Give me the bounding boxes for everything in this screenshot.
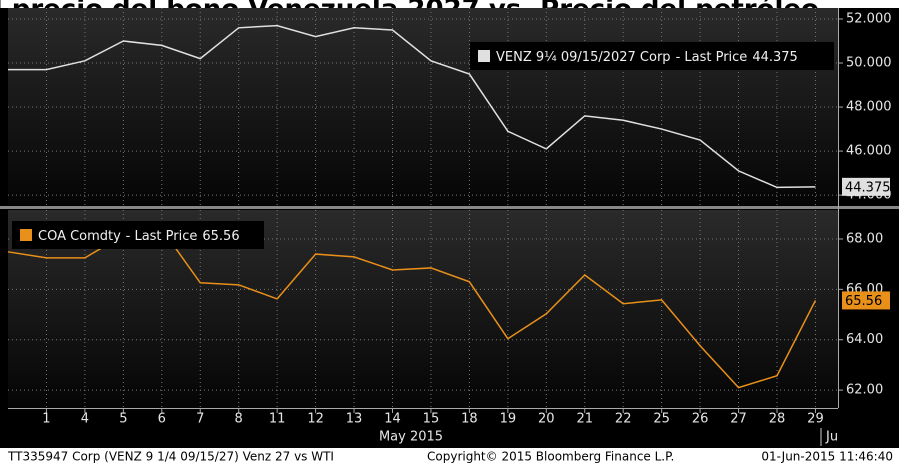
x-tick-label: 29 <box>807 412 824 427</box>
footer-bar <box>0 448 899 466</box>
y-tick-label: 50.000 <box>846 56 892 71</box>
y-tick-label: 64.00 <box>846 332 883 347</box>
x-tick-label: 26 <box>692 412 709 427</box>
series-line <box>8 24 816 189</box>
last-value-tag <box>842 177 890 196</box>
x-tick-label: 5 <box>119 412 127 427</box>
legend-text: COA Comdty - Last Price 65.56 <box>38 229 240 244</box>
y-tick-label: 48.000 <box>846 100 892 115</box>
footer-center: Copyright© 2015 Bloomberg Finance L.P. <box>427 450 674 464</box>
x-tick-label: 15 <box>423 412 440 427</box>
month-label: Ju <box>825 430 838 445</box>
x-tick-label: 6 <box>158 412 166 427</box>
x-tick-label: 22 <box>615 412 632 427</box>
last-value-label: 44.375 <box>845 180 891 195</box>
x-tick-label: 20 <box>538 412 555 427</box>
y-tick-label: 46.000 <box>846 144 892 159</box>
footer-left: TT335947 Corp (VENZ 9 1/4 09/15/27) Venz… <box>7 450 334 464</box>
y-tick-label: 62.00 <box>846 383 883 398</box>
x-tick-label: 11 <box>269 412 286 427</box>
legend-box <box>12 221 264 249</box>
last-value-tag <box>842 291 890 310</box>
x-tick-label: 14 <box>384 412 401 427</box>
month-label: May 2015 <box>379 430 443 445</box>
panel-top <box>8 8 838 205</box>
x-tick-label: 18 <box>461 412 478 427</box>
y-tick-label: 68.00 <box>846 231 883 246</box>
x-tick-label: 4 <box>81 412 89 427</box>
x-tick-label: 7 <box>196 412 204 427</box>
legend-part: COA Comdty <box>38 229 121 244</box>
x-tick-label: 27 <box>730 412 747 427</box>
legend-part: 65.56 <box>202 229 239 244</box>
legend-part: - Last Price <box>676 50 748 65</box>
legend-part: - Last Price <box>126 229 198 244</box>
legend-part: 44.375 <box>752 50 798 65</box>
x-tick-label: 13 <box>346 412 363 427</box>
x-tick-label: 12 <box>307 412 324 427</box>
x-tick-label: 28 <box>769 412 786 427</box>
y-tick-label: 52.000 <box>846 12 892 27</box>
legend-box <box>470 42 834 70</box>
x-tick-label: 8 <box>235 412 243 427</box>
x-tick-label: 25 <box>653 412 670 427</box>
legend-swatch <box>20 229 32 241</box>
legend-text: VENZ 9¼ 09/15/2027 Corp - Last Price 44.37… <box>496 50 798 65</box>
x-tick-label: 21 <box>576 412 593 427</box>
x-tick-label: 19 <box>500 412 517 427</box>
legend-part: VENZ 9¼ 09/15/2027 Corp <box>496 50 671 65</box>
last-value-label: 65.56 <box>845 294 882 309</box>
footer-right: 01-Jun-2015 11:46:40 <box>761 450 893 464</box>
legend-swatch <box>478 50 490 62</box>
x-tick-label: 1 <box>42 412 50 427</box>
